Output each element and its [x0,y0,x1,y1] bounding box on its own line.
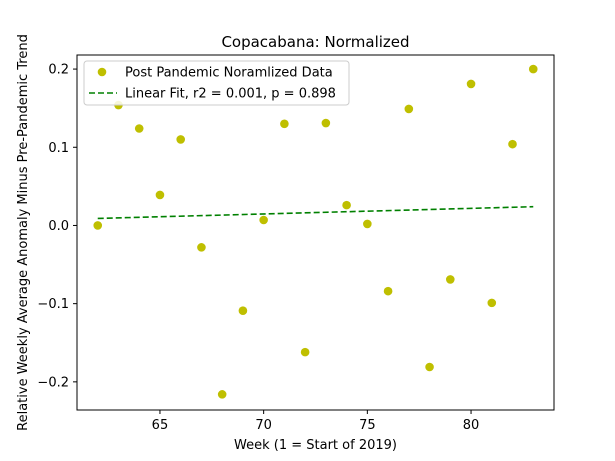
legend-box [83,60,350,106]
data-point [134,124,144,133]
data-point [508,139,517,149]
legend: Post Pandemic Noramlized Data Linear Fit… [83,60,350,106]
fit-line [97,205,534,220]
x-axis-label: Week (1 = Start of 2019) [234,438,397,453]
data-point [466,79,476,89]
y-tick-label: −0.2 [37,375,69,390]
data-point [217,390,227,399]
data-point [259,215,268,225]
legend-label-line: Linear Fit, r2 = 0.001, p = 0.898 [125,87,336,102]
x-axis-ticks: 65 70 75 80 [152,410,480,433]
x-tick-label: 80 [463,418,480,433]
data-point [342,200,351,210]
legend-label-scatter: Post Pandemic Noramlized Data [125,66,333,81]
y-axis-ticks: −0.2 −0.1 0.0 0.1 0.2 [37,63,77,390]
x-tick-label: 70 [255,418,272,433]
y-tick-label: 0.2 [48,63,69,78]
y-tick-label: 0.1 [48,141,69,156]
plot-content [93,64,538,399]
data-point [446,275,455,284]
data-point [238,306,248,315]
data-point [383,286,393,296]
y-tick-label: −0.1 [37,297,69,312]
data-point [363,219,372,229]
y-axis-label: Relative Weekly Average Anomaly Minus Pr… [16,34,31,431]
data-point [528,64,538,74]
legend-marker-scatter [97,67,107,77]
data-point [176,135,185,144]
data-point [280,119,289,129]
chart-title: Copacabana: Normalized [221,33,409,51]
data-point [487,298,497,308]
data-point [197,243,206,252]
data-point [425,362,434,372]
x-tick-label: 75 [359,418,376,433]
data-point [404,104,414,114]
data-point [300,347,310,357]
data-point [155,190,165,200]
data-point [93,221,103,230]
plot-frame [76,54,555,411]
y-tick-label: 0.0 [48,219,69,234]
x-tick-label: 65 [152,418,169,433]
data-point [321,118,331,128]
